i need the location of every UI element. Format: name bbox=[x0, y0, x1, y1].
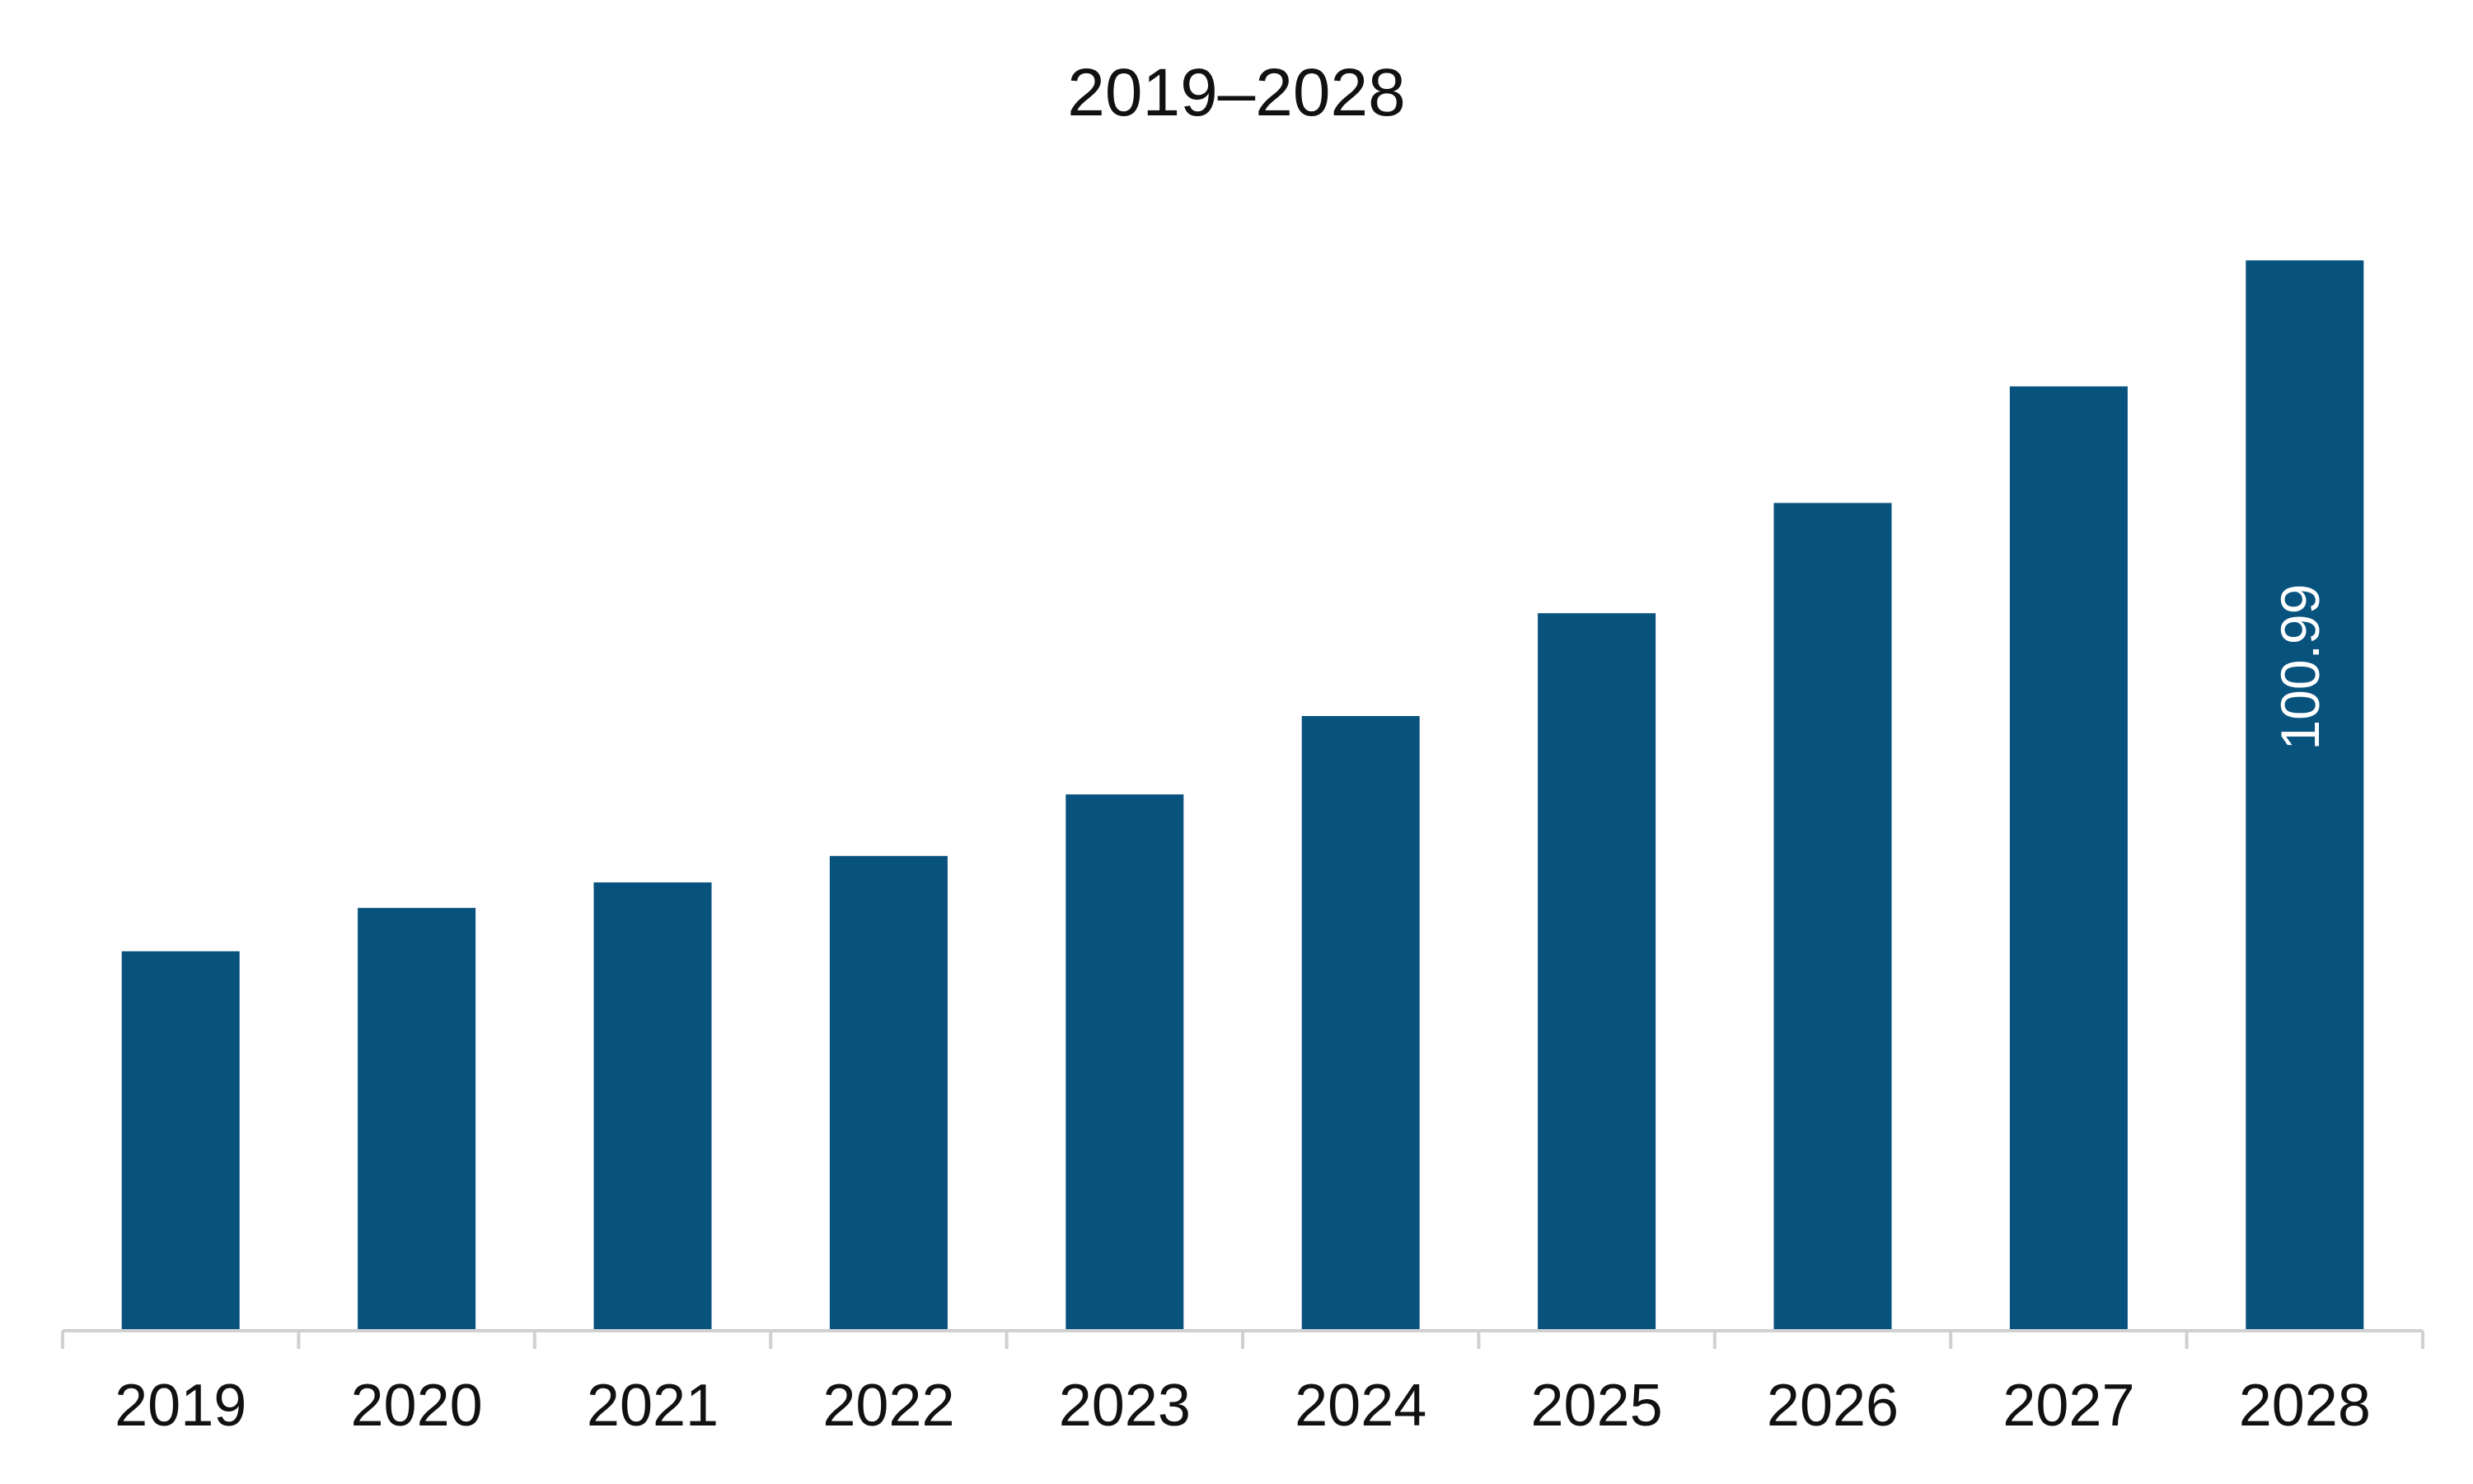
x-tick-label-2023: 2023 bbox=[1059, 1373, 1191, 1439]
bar-2020 bbox=[358, 907, 476, 1331]
x-tick-label-2019: 2019 bbox=[115, 1373, 246, 1439]
bar-2024 bbox=[1301, 716, 1420, 1331]
bar-2019 bbox=[121, 951, 240, 1331]
bar-2027 bbox=[2009, 386, 2128, 1331]
x-tick-label-2026: 2026 bbox=[1767, 1373, 1899, 1439]
bar-2021 bbox=[593, 882, 712, 1331]
bar-2022 bbox=[829, 855, 948, 1331]
chart-title: 2019–2028 bbox=[1067, 55, 1406, 130]
x-tick-label-2025: 2025 bbox=[1531, 1373, 1663, 1439]
data-label-2028: 100.99 bbox=[2269, 584, 2330, 751]
x-tick-label-2022: 2022 bbox=[822, 1373, 954, 1439]
bar-2023 bbox=[1066, 794, 1184, 1331]
x-tick-label-2024: 2024 bbox=[1295, 1373, 1426, 1439]
x-tick-label-2021: 2021 bbox=[587, 1373, 719, 1439]
bar-2028 bbox=[2246, 260, 2364, 1331]
bar-2025 bbox=[1538, 613, 1656, 1331]
bar-2026 bbox=[1773, 503, 1892, 1331]
x-tick-label-2020: 2020 bbox=[351, 1373, 483, 1439]
x-tick-label-2028: 2028 bbox=[2239, 1373, 2371, 1439]
x-tick-label-2027: 2027 bbox=[2002, 1373, 2134, 1439]
